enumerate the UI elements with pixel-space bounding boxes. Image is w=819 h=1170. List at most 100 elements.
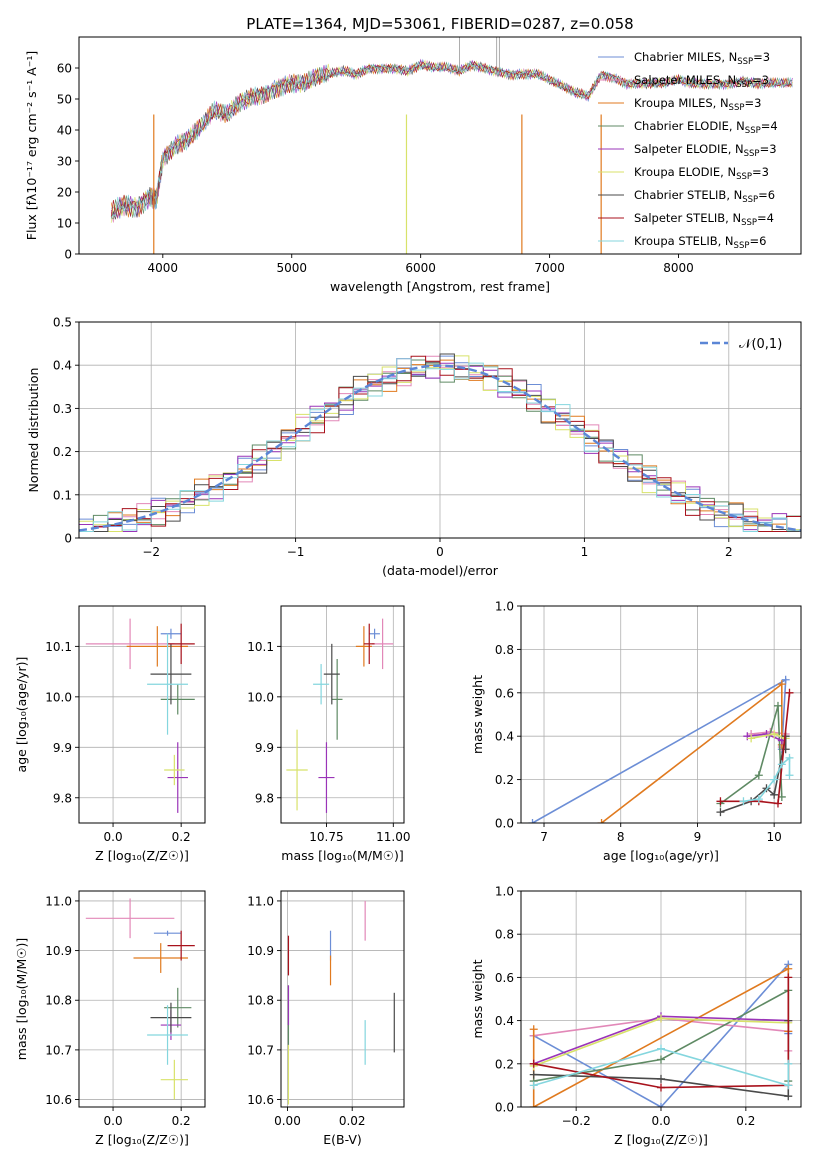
- x-tick-label: 4000: [148, 261, 179, 275]
- weight-point-marker: [529, 1081, 538, 1090]
- x-tick-label: 8: [617, 830, 625, 844]
- axes-frame: [280, 890, 405, 1108]
- legend-label: Kroupa STELIB, NSSP=6: [634, 234, 766, 251]
- x-tick-label: 0.00: [274, 1114, 301, 1128]
- plot-area-mass_vs_z: [85, 898, 195, 1100]
- y-tick-label: 10: [57, 217, 72, 231]
- axes-frame: [520, 605, 802, 824]
- legend-label: Kroupa ELODIE, NSSP=3: [634, 165, 769, 182]
- data-point: [318, 742, 335, 813]
- y-tick-label: 10.8: [45, 994, 72, 1008]
- weight-point-marker: [770, 730, 779, 739]
- y-tick-label: 9.8: [53, 791, 72, 805]
- data-point: [153, 930, 182, 936]
- y-tick-label: 11.0: [247, 894, 274, 908]
- data-point: [363, 623, 375, 665]
- weight-point-marker: [773, 799, 782, 808]
- x-axis-label: (data-model)/error: [382, 563, 499, 578]
- weight-series-line: [533, 977, 790, 1089]
- plot-area-residuals: [79, 353, 801, 532]
- weight-point-marker: [528, 819, 537, 823]
- legend-label: Chabrier MILES, NSSP=3: [634, 50, 770, 67]
- x-axis-label: Z [log₁₀(Z/Z☉)]: [95, 848, 189, 863]
- x-tick-label: 6000: [405, 261, 436, 275]
- y-tick-label: 1.0: [495, 600, 514, 614]
- weight-point-marker: [754, 771, 763, 780]
- legend-label: Salpeter STELIB, NSSP=4: [634, 211, 774, 228]
- x-tick-label: 0.0: [104, 830, 123, 844]
- weight-point-marker: [777, 760, 786, 769]
- y-tick-label: 10.0: [247, 690, 274, 704]
- panel-mass_vs_z: 0.0 0.2 10.6 10.7 10.8 10.9 11.0 Z [log₁₀(Z/Z☉)…: [14, 890, 206, 1147]
- data-point: [147, 1005, 188, 1065]
- data-point: [167, 623, 195, 665]
- y-tick-label: 10.6: [247, 1093, 274, 1107]
- panels: 4000 5000 6000 7000 80000102030405060wavelen…: [14, 36, 802, 1147]
- y-tick-label: 9.9: [53, 741, 72, 755]
- y-axis-label: Normed distribution: [26, 368, 41, 493]
- y-tick-label: 0.8: [495, 928, 514, 942]
- legend-label: Salpeter MILES, NSSP=3: [634, 73, 769, 90]
- y-tick-label: 10.0: [45, 690, 72, 704]
- plot-area-mass_vs_ebv: [287, 900, 395, 1105]
- data-point: [313, 664, 330, 705]
- weight-point-marker: [716, 808, 725, 817]
- y-tick-label: 0.5: [53, 316, 72, 330]
- weight-point-marker: [781, 675, 790, 684]
- y-tick-label: 10.6: [45, 1093, 72, 1107]
- x-tick-label: −1: [287, 545, 305, 559]
- panel-residuals: 𝒩(0,1) −2 −1 0 1 2 0 0.1 0.2 0.3 0.4 0.5 (data-model…: [26, 316, 802, 578]
- panel-mass_vs_ebv: 0.00 0.02 10.6 10.7 10.8 10.9 11.0 E(B-V): [247, 890, 405, 1147]
- legend-label: Kroupa MILES, NSSP=3: [634, 96, 761, 113]
- plot-area-weight_vs_z: [529, 960, 793, 1107]
- y-axis-label: Flux [fλ10⁻¹⁷ erg cm⁻² s⁻¹ A⁻¹]: [24, 51, 39, 240]
- y-tick-label: 10.9: [45, 944, 72, 958]
- x-tick-label: 0.0: [104, 1114, 123, 1128]
- x-tick-label: 0.2: [172, 1114, 191, 1128]
- weight-point-marker: [529, 1025, 538, 1034]
- x-tick-label: 0.2: [172, 830, 191, 844]
- axes-frame: [280, 605, 405, 824]
- y-tick-label: 9.8: [255, 791, 274, 805]
- weight-point-marker: [785, 753, 794, 762]
- weight-point-marker: [657, 1055, 665, 1064]
- y-tick-label: 0.4: [495, 1014, 514, 1028]
- histogram-step: [79, 358, 801, 532]
- data-point: [164, 754, 185, 786]
- y-tick-label: 0.4: [495, 730, 514, 744]
- weight-point-marker: [770, 775, 779, 784]
- plot-area-spectrum: [110, 37, 793, 254]
- weight-point-marker: [777, 680, 786, 689]
- weight-point-marker: [784, 1092, 793, 1101]
- data-point: [167, 742, 188, 813]
- x-tick-label: 7: [540, 830, 548, 844]
- y-tick-label: 10.8: [247, 994, 274, 1008]
- y-tick-label: 0.1: [53, 488, 72, 502]
- data-point: [371, 618, 394, 670]
- weight-point-marker: [785, 771, 794, 780]
- plot-area-weight_vs_age: [528, 675, 794, 823]
- y-tick-label: 60: [57, 62, 72, 76]
- weight-point-marker: [529, 1070, 538, 1079]
- weight-point-marker: [754, 795, 763, 804]
- legend-label: Chabrier STELIB, NSSP=6: [634, 188, 775, 205]
- data-point: [133, 943, 188, 973]
- weight-point-marker: [657, 1014, 665, 1023]
- x-tick-label: 7000: [534, 261, 565, 275]
- x-tick-label: 2: [725, 545, 733, 559]
- weight-point-marker: [657, 1074, 665, 1083]
- panel-age_vs_mass: 10.75 11.00 9.8 9.9 10.0 10.1 mass [log₁₀(M/M☉…: [247, 605, 410, 863]
- weight-series-line: [533, 1047, 790, 1087]
- x-tick-label: 0.0: [651, 1114, 670, 1128]
- weight-point-marker: [784, 1081, 793, 1090]
- figure-title: PLATE=1364, MJD=53061, FIBERID=0287, z=0…: [246, 15, 633, 33]
- weight-point-marker: [597, 819, 606, 823]
- x-axis-label: mass [log₁₀(M/M☉)]: [281, 848, 403, 863]
- x-tick-label: −0.2: [562, 1114, 591, 1128]
- x-tick-label: 11.00: [376, 830, 410, 844]
- y-tick-label: 50: [57, 93, 72, 107]
- y-tick-label: 0.6: [495, 686, 514, 700]
- data-point: [126, 626, 188, 667]
- y-tick-label: 0.2: [495, 1057, 514, 1071]
